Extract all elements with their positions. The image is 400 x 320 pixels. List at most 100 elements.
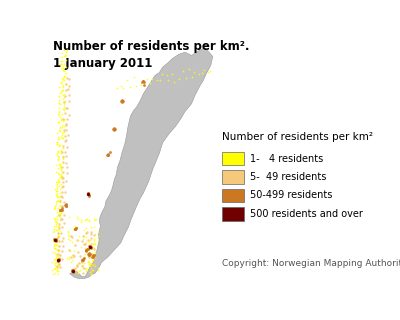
Point [59,225,65,230]
Point [70,269,76,275]
Point [59,174,65,180]
Point [62,87,69,92]
Point [75,237,81,243]
Point [69,239,76,244]
Point [56,223,62,228]
Point [90,254,97,259]
Point [61,116,67,121]
Point [54,228,61,233]
Point [56,262,62,267]
Point [53,238,60,243]
Point [56,110,62,115]
Point [56,163,62,168]
Point [93,217,100,222]
Point [60,179,66,184]
Text: 1-   4 residents: 1- 4 residents [250,154,323,164]
Point [58,173,64,178]
Point [206,68,213,74]
Point [56,164,63,169]
Point [86,252,92,257]
Point [80,256,87,261]
Point [51,243,58,248]
Point [60,95,67,100]
Point [75,249,82,254]
Point [88,241,94,246]
Point [88,252,94,258]
Point [69,258,76,263]
Point [94,268,101,273]
Point [56,179,62,184]
Point [52,245,58,251]
Point [55,248,61,253]
Point [58,167,64,172]
Point [52,219,58,224]
Point [59,149,66,154]
Point [74,264,80,269]
Point [53,255,59,260]
Point [60,84,66,89]
Point [85,266,92,271]
Point [86,261,93,266]
Point [126,84,133,89]
Point [56,143,62,148]
Point [92,264,98,269]
Point [56,221,63,227]
Point [55,231,61,236]
Point [80,265,86,270]
Point [90,252,97,258]
Point [74,263,80,268]
Point [54,186,60,191]
Point [61,220,67,225]
Point [87,250,93,255]
Point [132,84,139,89]
Point [60,154,66,159]
Point [55,268,62,273]
Point [63,58,70,63]
Point [53,243,59,248]
Point [70,252,77,257]
Point [89,254,95,260]
Point [71,254,77,259]
Point [67,233,74,238]
Point [63,203,69,208]
Point [79,257,85,262]
Point [60,92,66,98]
Point [53,191,60,196]
Point [62,202,68,207]
Point [55,239,61,244]
Point [55,148,62,153]
Point [49,260,55,265]
Point [90,237,97,242]
Point [56,258,62,263]
Point [62,93,68,99]
Point [54,220,60,225]
Point [52,238,58,243]
Point [77,267,83,272]
Point [55,225,62,230]
Point [58,61,65,67]
Point [87,251,93,256]
Point [62,74,68,79]
Point [56,184,63,189]
Point [55,264,62,269]
Point [55,252,62,257]
Point [54,236,60,242]
Point [57,207,63,212]
Point [82,245,89,251]
Point [54,183,60,188]
Point [56,174,63,180]
Point [54,137,61,142]
Point [53,202,60,207]
Point [191,69,198,75]
Point [53,189,59,194]
Point [78,244,84,249]
Point [66,83,73,88]
Point [90,262,96,268]
Point [57,161,63,166]
Point [66,98,72,103]
Point [87,255,94,260]
Point [131,75,137,80]
Point [59,122,66,127]
Point [58,207,64,212]
Point [70,268,76,273]
